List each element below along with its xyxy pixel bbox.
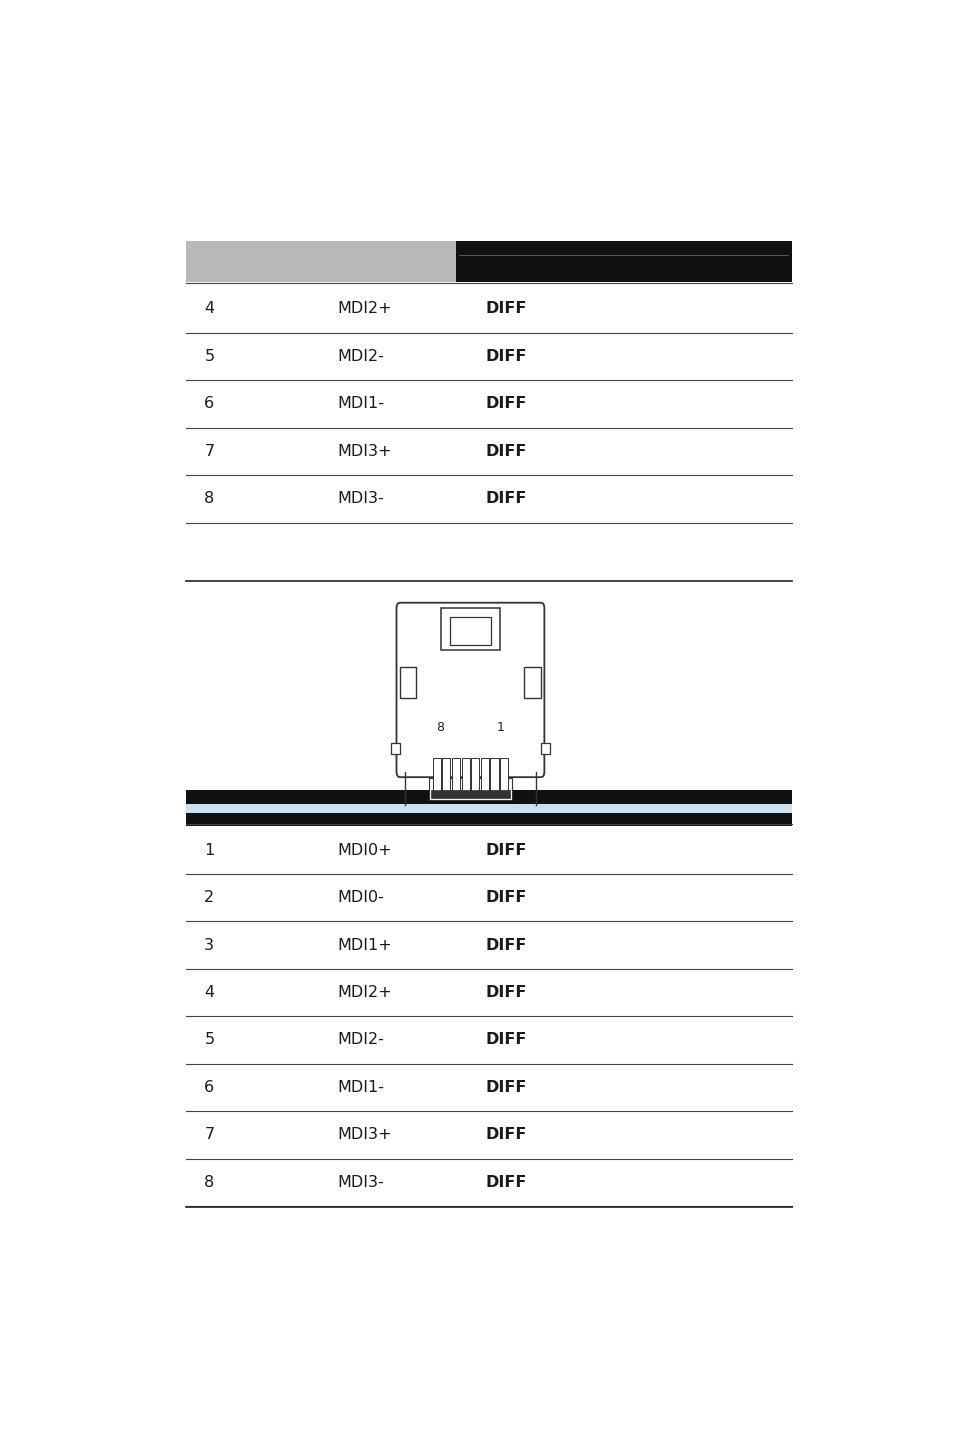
Text: 5: 5 <box>204 348 214 364</box>
Text: 7: 7 <box>204 1127 214 1143</box>
Text: 8: 8 <box>436 721 444 734</box>
Bar <box>433 759 440 792</box>
Text: MDI2-: MDI2- <box>337 348 384 364</box>
Text: DIFF: DIFF <box>485 938 526 952</box>
Bar <box>186 241 456 282</box>
Bar <box>390 743 400 754</box>
Text: MDI3-: MDI3- <box>337 492 384 506</box>
Text: MDI1-: MDI1- <box>337 396 384 412</box>
Text: DIFF: DIFF <box>485 301 526 317</box>
Text: MDI3+: MDI3+ <box>337 1127 392 1143</box>
Bar <box>480 759 488 792</box>
Text: 4: 4 <box>204 985 214 999</box>
Text: MDI2-: MDI2- <box>337 1032 384 1047</box>
Text: DIFF: DIFF <box>485 396 526 412</box>
Bar <box>429 779 512 800</box>
Bar <box>186 803 791 813</box>
Bar <box>186 790 791 803</box>
Text: DIFF: DIFF <box>485 985 526 999</box>
Bar <box>490 759 498 792</box>
Text: MDI2+: MDI2+ <box>337 985 392 999</box>
Text: 1: 1 <box>204 843 214 858</box>
Text: 8: 8 <box>204 1174 214 1190</box>
Text: MDI3-: MDI3- <box>337 1174 384 1190</box>
Bar <box>400 667 416 698</box>
Bar <box>440 608 499 650</box>
Bar <box>456 241 791 282</box>
Bar <box>431 790 509 799</box>
Text: 2: 2 <box>204 891 214 905</box>
Text: MDI1+: MDI1+ <box>337 938 392 952</box>
Text: MDI0-: MDI0- <box>337 891 384 905</box>
Text: DIFF: DIFF <box>485 1080 526 1096</box>
Bar <box>524 667 540 698</box>
Text: 4: 4 <box>204 301 214 317</box>
Text: 8: 8 <box>204 492 214 506</box>
Text: MDI0+: MDI0+ <box>337 843 392 858</box>
Text: MDI1-: MDI1- <box>337 1080 384 1096</box>
Text: 6: 6 <box>204 1080 214 1096</box>
Bar <box>540 743 550 754</box>
Text: DIFF: DIFF <box>485 1174 526 1190</box>
Text: 3: 3 <box>204 938 214 952</box>
Text: DIFF: DIFF <box>485 1127 526 1143</box>
Text: DIFF: DIFF <box>485 843 526 858</box>
Text: 5: 5 <box>204 1032 214 1047</box>
Bar <box>450 617 490 645</box>
FancyBboxPatch shape <box>396 602 544 777</box>
Text: MDI2+: MDI2+ <box>337 301 392 317</box>
Bar <box>499 759 508 792</box>
Text: DIFF: DIFF <box>485 445 526 459</box>
Text: 1: 1 <box>497 721 504 734</box>
Text: 7: 7 <box>204 445 214 459</box>
Text: DIFF: DIFF <box>485 891 526 905</box>
Bar <box>452 759 459 792</box>
Text: DIFF: DIFF <box>485 492 526 506</box>
Text: DIFF: DIFF <box>485 1032 526 1047</box>
Bar <box>471 759 478 792</box>
Text: MDI3+: MDI3+ <box>337 445 392 459</box>
Text: 6: 6 <box>204 396 214 412</box>
Bar <box>461 759 469 792</box>
Bar <box>442 759 450 792</box>
Bar <box>186 813 791 826</box>
Text: DIFF: DIFF <box>485 348 526 364</box>
